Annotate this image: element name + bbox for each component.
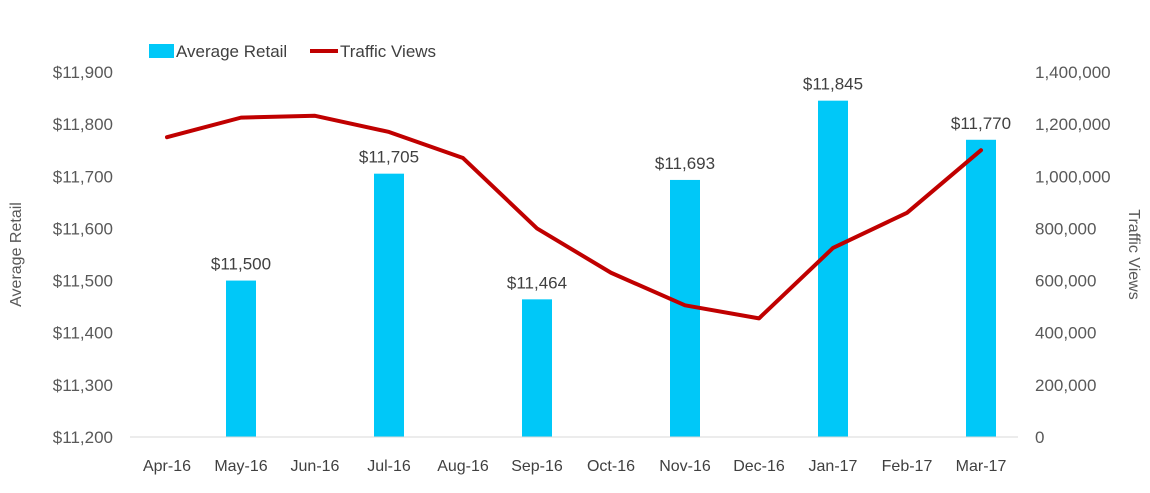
bar-data-label: $11,705 [359, 148, 419, 167]
bar-Mar-17 [966, 139, 996, 438]
right-tick-label: 1,200,000 [1035, 115, 1111, 134]
axis-titles: Average Retail Traffic Views [8, 202, 1142, 307]
x-tick-label: Jan-17 [809, 458, 858, 475]
right-tick-label: 0 [1035, 428, 1044, 447]
left-tick-label: $11,900 [53, 63, 113, 82]
right-tick-label: 200,000 [1035, 376, 1096, 395]
line-series [165, 113, 983, 321]
x-tick-label: Nov-16 [659, 458, 711, 475]
bar-Jan-17 [818, 100, 848, 437]
left-tick-label: $11,400 [53, 324, 113, 343]
left-axis-title: Average Retail [8, 202, 25, 307]
bar-Jul-16 [374, 173, 404, 437]
legend-swatch-average-retail [149, 44, 174, 58]
x-tick-label: Apr-16 [143, 458, 191, 475]
bar-data-label: $11,500 [211, 255, 271, 274]
right-tick-label: 600,000 [1035, 272, 1096, 291]
legend-label-traffic-views: Traffic Views [340, 42, 436, 61]
x-tick-label: Dec-16 [733, 458, 785, 475]
left-tick-label: $11,300 [53, 376, 113, 395]
bar-data-label: $11,770 [951, 114, 1011, 133]
left-tick-label: $11,200 [53, 428, 113, 447]
x-tick-label: Feb-17 [882, 458, 933, 475]
bar-May-16 [226, 280, 256, 437]
x-tick-label: Aug-16 [437, 458, 489, 475]
legend-label-average-retail: Average Retail [176, 42, 287, 61]
x-tick-label: Jul-16 [367, 458, 411, 475]
right-tick-label: 800,000 [1035, 219, 1096, 238]
bar-data-label: $11,693 [655, 154, 715, 173]
left-tick-label: $11,600 [53, 219, 113, 238]
traffic-views-line [165, 113, 983, 321]
left-axis: $11,200 $11,300 $11,400 $11,500 $11,600 $11,7… [53, 63, 113, 447]
left-tick-label: $11,800 [53, 115, 113, 134]
right-tick-label: 1,000,000 [1035, 167, 1111, 186]
x-tick-label: Oct-16 [587, 458, 635, 475]
right-axis: 0 200,000 400,000 600,000 800,000 1,000,000 1,… [1035, 63, 1111, 447]
x-tick-label: Jun-16 [291, 458, 340, 475]
bar-Sep-16 [522, 299, 552, 437]
right-axis-title: Traffic Views [1125, 209, 1142, 299]
x-tick-label: Mar-17 [956, 458, 1007, 475]
bar-data-labels: $11,500 $11,705 $11,464 $11,693 $11,845 $11,7… [211, 75, 1011, 293]
x-tick-label: Sep-16 [511, 458, 563, 475]
right-tick-label: 1,400,000 [1035, 63, 1111, 82]
bar-data-label: $11,464 [507, 273, 567, 292]
bar-data-label: $11,845 [803, 75, 863, 94]
legend: Average Retail Traffic Views [149, 42, 436, 61]
x-axis: Apr-16 May-16 Jun-16 Jul-16 Aug-16 Sep-16 Oct-… [130, 436, 1018, 475]
right-tick-label: 400,000 [1035, 324, 1096, 343]
left-tick-label: $11,700 [53, 167, 113, 186]
x-tick-label: May-16 [214, 458, 267, 475]
bar-series [226, 100, 996, 438]
left-tick-label: $11,500 [53, 272, 113, 291]
